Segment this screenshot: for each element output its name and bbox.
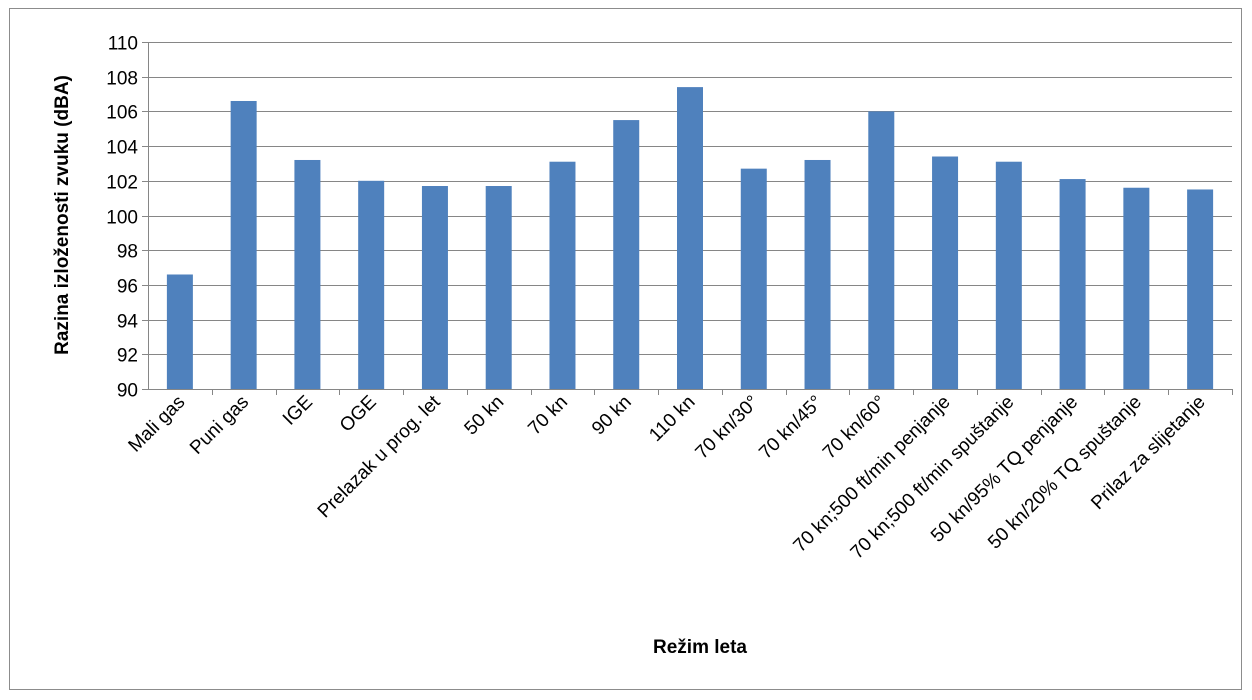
bar — [549, 161, 576, 389]
bar — [294, 159, 321, 389]
y-axis-title: Razina izloženosti zvuku (dBA) — [52, 75, 73, 355]
x-tick-label: 110 kn — [645, 392, 699, 446]
chart-frame: 90 92 94 96 98 100 102 104 106 108 110 Mali gas Pun… — [9, 8, 1242, 690]
y-tick-label: 102 — [106, 173, 138, 194]
bar — [1187, 189, 1214, 389]
x-tick-label: 50 kn — [461, 392, 509, 440]
bar — [485, 186, 512, 389]
y-tick-label: 90 — [117, 381, 138, 402]
y-tick-label: 110 — [108, 34, 138, 55]
bar — [166, 274, 193, 389]
y-tick-labels: 90 92 94 96 98 100 102 104 106 108 110 — [106, 34, 138, 402]
y-tick-label: 94 — [117, 312, 139, 333]
bar — [932, 156, 959, 389]
axes — [142, 42, 1233, 395]
x-tick-label: 70 kn — [524, 392, 572, 440]
x-tick-label: 90 kn — [588, 392, 636, 440]
x-tick-label: 70 kn/45° — [755, 392, 827, 464]
bars — [166, 87, 1214, 390]
x-tick-label: OGE — [336, 392, 381, 437]
bar — [1059, 179, 1086, 389]
bar — [804, 159, 831, 389]
bar — [1123, 187, 1150, 389]
bar — [421, 186, 448, 389]
x-tick-label: IGE — [279, 392, 317, 430]
x-tick-label: Prilaz za slijetanje — [1087, 392, 1209, 514]
y-tick-label: 98 — [117, 242, 138, 263]
y-tick-label: 108 — [106, 69, 138, 90]
bar — [613, 120, 640, 389]
bar — [230, 100, 257, 390]
bar — [740, 168, 767, 389]
y-tick-label: 92 — [117, 346, 138, 367]
y-tick-label: 96 — [117, 277, 138, 298]
bar — [995, 161, 1022, 389]
bar — [358, 180, 385, 389]
bar — [868, 111, 895, 390]
bar — [677, 87, 703, 390]
x-axis-title: Režim leta — [653, 637, 747, 658]
y-tick-label: 106 — [106, 103, 138, 124]
x-tick-label: Prelazak u prog. let — [314, 391, 445, 522]
x-tick-label: Puni gas — [186, 392, 253, 459]
y-tick-label: 104 — [106, 138, 138, 159]
x-tick-label: 70 kn/30° — [692, 392, 764, 464]
y-tick-label: 100 — [106, 208, 138, 229]
